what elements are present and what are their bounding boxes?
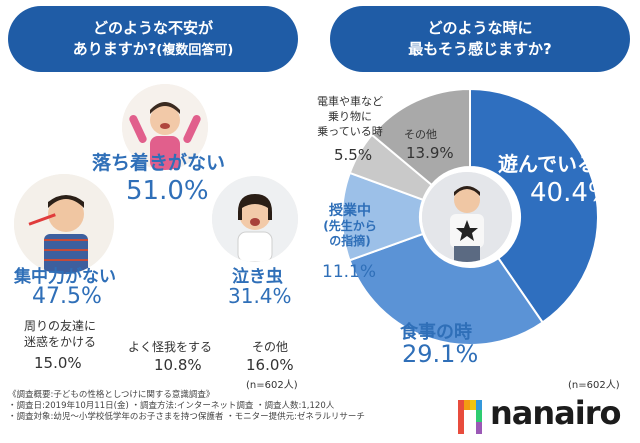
- label-vehicle-line2: 乗り物に: [328, 110, 372, 123]
- left-question-header: どのような不安が ありますか?(複数回答可): [8, 6, 298, 72]
- child-photo-crybaby: [212, 176, 298, 262]
- label-vehicle: 電車や車など 乗り物に 乗っている時: [300, 94, 400, 139]
- crying-child-illustration: [212, 176, 298, 262]
- left-header-line2-small: (複数回答可): [156, 43, 234, 58]
- label-bother-friends-line1: 周りの友達に: [24, 319, 97, 333]
- label-class: 授業中 (先生から の指摘): [316, 204, 384, 249]
- nanairo-wordmark: nanairo: [490, 394, 621, 432]
- nanairo-logo-mark: [458, 400, 482, 434]
- label-vehicle-line3: 乗っている時: [317, 125, 383, 138]
- value-injury: 10.8%: [154, 356, 202, 374]
- label-bother-friends: 周りの友達に 迷惑をかける: [24, 318, 96, 350]
- value-class: 11.1%: [322, 262, 377, 282]
- restless-child-illustration: [122, 84, 208, 170]
- label-unfocused: 集中力がない: [14, 267, 116, 287]
- value-restless: 51.0%: [126, 176, 209, 206]
- footer-details-1: ・調査日:2019年10月11日(金) ・調査方法:インターネット調査 ・調査人…: [8, 401, 335, 411]
- unfocused-child-illustration: [14, 174, 114, 274]
- nanairo-logo: nanairo: [456, 394, 636, 438]
- donut-slice-4: [370, 90, 471, 187]
- value-bother-friends: 15.0%: [34, 354, 82, 372]
- survey-footer: 《調査概要:子どもの性格としつけに関する意識調査》 ・調査日:2019年10月1…: [8, 390, 448, 423]
- footer-title: 《調査概要:子どもの性格としつけに関する意識調査》: [8, 390, 215, 400]
- label-other-right: その他: [404, 128, 437, 141]
- right-sample-note: (n=602人): [568, 380, 620, 391]
- label-class-line2: (先生から: [323, 219, 377, 233]
- value-vehicle: 5.5%: [334, 146, 373, 164]
- value-crybaby: 31.4%: [228, 284, 292, 308]
- left-header-line1: どのような不安が: [92, 19, 213, 37]
- label-playing: 遊んでいる時: [498, 152, 617, 176]
- label-class-line1: 授業中: [329, 203, 371, 219]
- left-header-line2-main: ありますか?: [72, 40, 157, 58]
- value-eating: 29.1%: [402, 340, 479, 368]
- donut-slice-0: [469, 90, 599, 324]
- child-photo-restless: [122, 84, 208, 170]
- center-child-illustration: [422, 172, 512, 262]
- right-question-header: どのような時に 最もそう感じますか?: [330, 6, 630, 72]
- footer-details-2: ・調査対象:幼児〜小学校低学年のお子さまを持つ保護者 ・モニター提供元:ゼネラル…: [8, 412, 365, 422]
- label-crybaby: 泣き虫: [232, 267, 283, 287]
- label-injury: よく怪我をする: [128, 340, 213, 354]
- label-class-line3: の指摘): [329, 234, 371, 248]
- label-other-left: その他: [252, 340, 289, 354]
- value-other-left: 16.0%: [246, 356, 294, 374]
- label-bother-friends-line2: 迷惑をかける: [24, 335, 97, 349]
- label-eating: 食事の時: [400, 322, 472, 343]
- donut-chart: [341, 90, 599, 346]
- left-header-line2: ありますか?(複数回答可): [8, 39, 298, 61]
- label-restless: 落ち着きがない: [92, 152, 226, 174]
- right-header-line2: 最もそう感じますか?: [408, 40, 552, 58]
- child-photo-center: [422, 172, 512, 262]
- left-sample-note: (n=602人): [246, 380, 298, 391]
- value-other-right: 13.9%: [406, 144, 454, 162]
- child-photo-unfocused: [14, 174, 114, 274]
- value-playing: 40.4%: [530, 178, 613, 208]
- right-header-line1: どのような時に: [427, 19, 533, 37]
- label-vehicle-line1: 電車や車など: [317, 95, 383, 108]
- value-unfocused: 47.5%: [32, 284, 102, 309]
- donut-slice-1: [348, 232, 545, 346]
